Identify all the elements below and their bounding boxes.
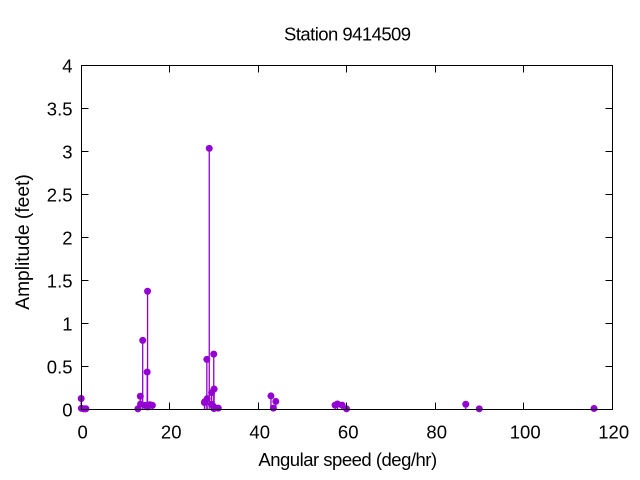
svg-text:1: 1: [62, 314, 72, 335]
svg-text:1.5: 1.5: [47, 271, 73, 292]
svg-text:60: 60: [338, 421, 359, 442]
svg-text:Station 9414509: Station 9414509: [284, 24, 411, 45]
svg-text:0.5: 0.5: [47, 357, 73, 378]
svg-text:Angular speed (deg/hr): Angular speed (deg/hr): [258, 449, 437, 470]
svg-text:100: 100: [510, 421, 541, 442]
svg-text:2: 2: [62, 228, 72, 249]
svg-text:20: 20: [161, 421, 182, 442]
svg-text:Amplitude (feet): Amplitude (feet): [13, 174, 34, 309]
svg-text:0: 0: [78, 421, 88, 442]
svg-text:4: 4: [62, 56, 72, 77]
svg-text:2.5: 2.5: [47, 185, 73, 206]
svg-text:40: 40: [249, 421, 270, 442]
svg-text:3.5: 3.5: [47, 99, 73, 120]
svg-text:3: 3: [62, 142, 72, 163]
svg-text:0: 0: [62, 400, 72, 421]
svg-text:80: 80: [426, 421, 447, 442]
svg-text:120: 120: [598, 421, 629, 442]
